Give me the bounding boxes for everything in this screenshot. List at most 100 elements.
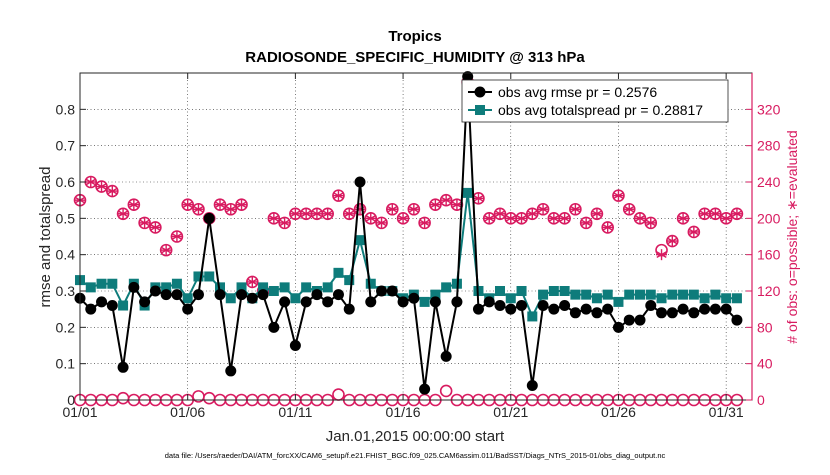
evaluated-count-point (440, 194, 452, 206)
y-right-tick-label: 0 (757, 392, 765, 408)
rmse-point (720, 303, 732, 315)
totalspread-point (527, 311, 538, 322)
totalspread-point (462, 187, 473, 198)
rmse-point (419, 383, 431, 395)
y-tick-label: 0.3 (56, 283, 76, 299)
evaluated-count-point (225, 203, 237, 215)
evaluated-count-point (645, 217, 657, 229)
totalspread-point (699, 293, 710, 304)
evaluated-count-point (623, 203, 635, 215)
rmse-point (440, 350, 452, 362)
totalspread-point (344, 275, 355, 286)
evaluated-count-point (699, 208, 711, 220)
evaluated-count-point (214, 199, 226, 211)
rmse-point (677, 303, 689, 315)
rmse-point (731, 314, 743, 326)
rmse-point (623, 314, 635, 326)
totalspread-point (548, 286, 559, 296)
y-tick-label: 0.8 (56, 101, 76, 117)
totalspread-point (236, 282, 247, 293)
evaluated-count-point (526, 208, 538, 220)
evaluated-count-point (376, 217, 388, 229)
evaluated-count-point (408, 203, 420, 215)
plot-area (80, 73, 752, 400)
rmse-point (505, 303, 517, 315)
totalspread-point (570, 289, 581, 300)
chart-title: Tropics (388, 28, 441, 45)
rmse-point (451, 296, 463, 308)
rmse-point (96, 296, 108, 308)
rmse-point (666, 307, 678, 319)
evaluated-count-point (386, 203, 398, 215)
rmse-point (494, 300, 506, 312)
evaluated-count-point (677, 212, 689, 224)
totalspread-point (710, 289, 721, 300)
y-right-tick-label: 160 (757, 247, 781, 263)
y-right-tick-label: 80 (757, 319, 773, 335)
evaluated-count-point (472, 192, 484, 204)
legend-spread-marker (475, 105, 485, 115)
totalspread-point (171, 278, 182, 289)
evaluated-count-point (731, 208, 743, 220)
totalspread-point (613, 296, 624, 307)
evaluated-count-point (397, 212, 409, 224)
rmse-point (376, 285, 388, 297)
rmse-point (332, 289, 344, 301)
evaluated-count-point (117, 208, 129, 220)
rmse-point (526, 379, 538, 391)
evaluated-count-point (602, 221, 614, 233)
evaluated-count-point (343, 208, 355, 220)
totalspread-point (96, 278, 107, 289)
rmse-point (472, 303, 484, 315)
totalspread-point (161, 282, 172, 293)
totalspread-point (118, 300, 129, 311)
totalspread-point (182, 293, 193, 304)
evaluated-count-point (483, 212, 495, 224)
evaluated-count-point (365, 212, 377, 224)
rmse-point (569, 307, 581, 319)
evaluated-count-point (149, 221, 161, 233)
rmse-point (365, 296, 377, 308)
rmse-point (128, 281, 140, 293)
evaluated-count-point (139, 217, 151, 229)
totalspread-point (204, 271, 215, 282)
rmse-point (85, 303, 97, 315)
totalspread-point (85, 282, 96, 293)
y-right-tick-label: 40 (757, 356, 773, 372)
x-tick-label: 01/06 (170, 404, 205, 420)
evaluated-count-point (548, 212, 560, 224)
y-tick-label: 0.1 (56, 356, 76, 372)
rmse-point (559, 300, 571, 312)
evaluated-count-point (236, 199, 248, 211)
rmse-point (645, 300, 657, 312)
totalspread-point (290, 293, 301, 304)
rmse-point (149, 285, 161, 297)
chart-subtitle: RADIOSONDE_SPECIFIC_HUMIDITY @ 313 hPa (245, 49, 585, 66)
totalspread-point (721, 293, 732, 304)
totalspread-point (107, 278, 118, 289)
y-tick-label: 0.7 (56, 138, 76, 154)
totalspread-point (581, 289, 592, 300)
totalspread-point (591, 293, 602, 304)
rmse-point (462, 71, 474, 83)
totalspread-point (635, 289, 645, 300)
legend-rmse-marker (474, 86, 486, 98)
legend-rmse-label: obs avg rmse pr = 0.2576 (498, 84, 657, 100)
totalspread-point (441, 282, 452, 293)
y-right-tick-label: 200 (757, 210, 781, 226)
rejected-count-point (439, 384, 453, 398)
totalspread-point (731, 293, 742, 304)
evaluated-count-point (494, 208, 506, 220)
evaluated-count-point (516, 212, 528, 224)
totalspread-point (301, 282, 312, 293)
evaluated-count-point (429, 199, 441, 211)
x-tick-label: 01/26 (601, 404, 636, 420)
y-tick-label: 0.2 (56, 319, 76, 335)
evaluated-count-point (612, 190, 624, 202)
rmse-point (397, 296, 409, 308)
rmse-point (289, 340, 301, 351)
evaluated-count-point (85, 176, 97, 188)
legend-box (461, 79, 729, 123)
totalspread-point (268, 286, 279, 296)
